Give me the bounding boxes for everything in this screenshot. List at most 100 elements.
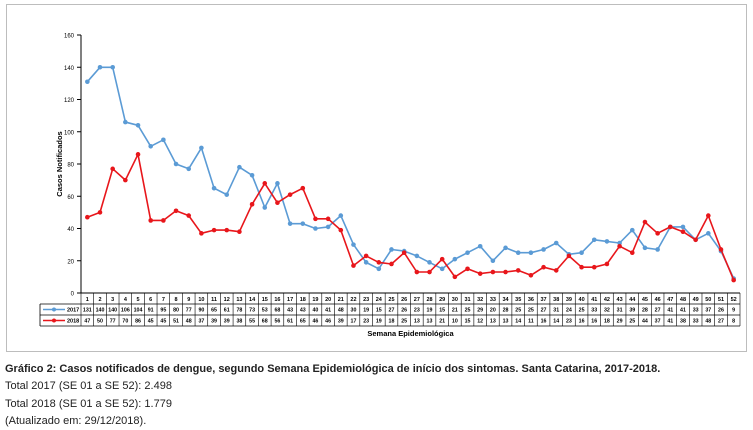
data-table-cell: 131 [83,308,92,314]
data-table-cell: 61 [287,319,293,325]
data-table-cell: 25 [401,319,407,325]
data-table-cell: 48 [705,319,711,325]
data-table-cell: 14 [515,319,521,325]
x-tick-label: 26 [401,297,407,303]
data-point-2018 [731,277,736,283]
data-table-cell: 78 [236,308,242,314]
data-point-2018 [313,216,318,222]
data-point-2017 [211,185,217,191]
data-point-2018 [515,268,521,273]
data-table-cell: 33 [693,308,699,314]
data-table-cell: 23 [363,319,369,325]
y-tick-label: 40 [67,227,74,233]
data-table-cell: 47 [84,319,90,325]
data-point-2017 [224,192,230,197]
x-tick-label: 3 [111,297,114,303]
x-tick-label: 41 [591,297,597,303]
data-table-cell: 19 [376,319,382,325]
data-table-cell: 68 [274,308,280,314]
data-table-cell: 17 [351,319,357,325]
data-point-2018 [693,237,698,243]
data-point-2018 [249,202,255,207]
x-tick-label: 19 [312,297,318,303]
x-tick-label: 39 [566,297,572,303]
data-table-cell: 23 [566,319,572,325]
data-table-cell: 90 [198,308,204,314]
x-tick-label: 28 [426,297,432,303]
data-table-cell: 32 [604,308,610,314]
y-tick-label: 160 [64,34,75,40]
data-point-2017 [186,166,192,172]
data-point-2017 [439,266,445,272]
data-table-cell: 43 [300,308,306,314]
data-point-2017 [490,258,496,264]
data-point-2018 [667,224,673,230]
data-point-2017 [579,250,584,255]
x-tick-label: 50 [705,297,711,303]
x-tick-label: 52 [731,297,737,303]
data-table-cell: 140 [108,308,117,314]
data-table-cell: 13 [414,319,420,325]
data-point-2018 [148,218,154,223]
data-table-cell: 46 [325,319,331,325]
data-table-cell: 25 [528,308,534,314]
data-point-2017 [604,239,610,244]
x-axis-label: Semana Epidemiológica [367,329,454,338]
data-table-cell: 86 [135,319,141,325]
data-point-2017 [629,227,635,233]
data-table-cell: 106 [121,308,130,314]
data-point-2018 [401,250,407,255]
data-table-cell: 24 [566,308,572,314]
x-tick-label: 47 [667,297,673,303]
data-point-2017 [313,226,318,231]
data-table-cell: 21 [452,308,458,314]
data-point-2018 [325,216,331,222]
data-table-cell: 39 [338,319,344,325]
data-table-cell: 16 [579,319,585,325]
data-table-cell: 40 [312,308,318,314]
data-point-2017 [123,119,128,125]
data-table-cell: 38 [236,319,242,325]
data-point-2017 [427,260,432,265]
data-point-2017 [680,224,686,230]
x-tick-label: 21 [338,297,344,303]
data-table-cell: 10 [452,319,458,325]
data-table-cell: 39 [211,319,217,325]
x-tick-label: 29 [439,297,445,303]
y-tick-label: 60 [67,195,74,201]
x-tick-label: 44 [629,297,636,303]
data-point-2017 [97,64,103,70]
data-table-cell: 95 [160,308,166,314]
x-tick-label: 23 [363,297,369,303]
data-table-cell: 61 [224,308,230,314]
data-table-cell: 12 [477,319,483,325]
data-table-cell: 46 [312,319,318,325]
total-2018-text: Total 2018 (SE 01 a SE 52): 1.779 [5,398,172,410]
data-point-2018 [224,227,230,233]
x-tick-label: 51 [718,297,724,303]
data-point-2018 [173,208,179,214]
data-table-cell: 53 [262,308,268,314]
x-tick-label: 11 [211,297,217,303]
data-point-2017 [110,64,115,70]
data-point-2018 [629,250,635,255]
data-table-cell: 25 [515,308,521,314]
data-point-2017 [553,240,559,246]
data-point-2017 [199,145,204,151]
data-table-cell: 44 [642,319,648,325]
data-table-cell: 30 [351,308,357,314]
data-point-2017 [161,137,166,143]
data-point-2017 [287,221,293,226]
data-table-cell: 8 [732,319,735,325]
data-table-cell: 48 [338,308,344,314]
data-point-2017 [655,247,660,252]
x-tick-label: 6 [149,297,152,303]
data-table-cell: 16 [591,319,597,325]
data-table-cell: 26 [401,308,407,314]
data-point-2018 [85,214,90,220]
data-table-cell: 65 [211,308,217,314]
x-tick-label: 30 [452,297,458,303]
data-table-cell: 33 [693,319,699,325]
data-point-2017 [452,256,458,262]
data-point-2018 [553,268,559,273]
